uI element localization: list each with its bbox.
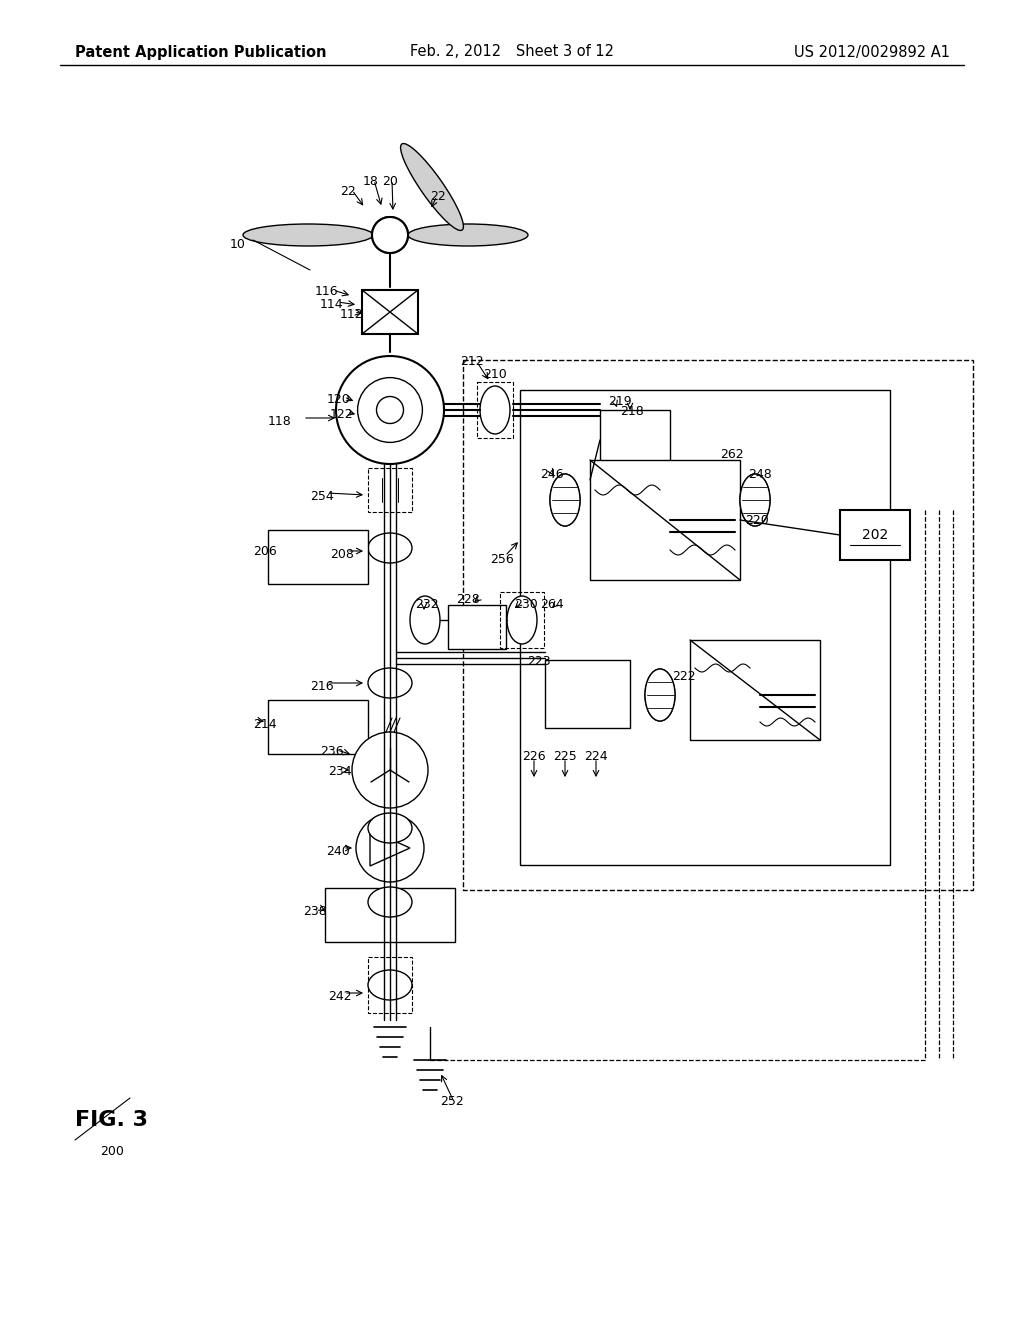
Bar [463, 360, 973, 890]
Text: 22: 22 [430, 190, 445, 203]
Text: 222: 222 [672, 671, 695, 682]
Ellipse shape [550, 474, 580, 525]
Ellipse shape [400, 144, 464, 231]
Text: 238: 238 [303, 906, 327, 917]
Circle shape [372, 216, 408, 253]
Bar [325, 888, 455, 942]
Bar [590, 459, 740, 579]
Text: 225: 225 [553, 750, 577, 763]
Ellipse shape [368, 668, 412, 698]
Circle shape [377, 396, 403, 424]
Text: 223: 223 [527, 655, 551, 668]
Text: 118: 118 [268, 414, 292, 428]
Text: 264: 264 [540, 598, 563, 611]
Ellipse shape [243, 224, 373, 246]
Text: 248: 248 [748, 469, 772, 480]
Ellipse shape [480, 385, 510, 434]
Text: 112: 112 [340, 308, 364, 321]
Bar [545, 660, 630, 729]
Polygon shape [370, 830, 410, 866]
Text: 240: 240 [326, 845, 350, 858]
Text: 219: 219 [608, 395, 632, 408]
Bar [362, 290, 418, 334]
Text: 202: 202 [862, 528, 888, 543]
Text: 252: 252 [440, 1096, 464, 1107]
Text: 210: 210 [483, 368, 507, 381]
Text: 218: 218 [620, 405, 644, 418]
Text: 214: 214 [253, 718, 276, 731]
Bar [477, 381, 513, 438]
Text: Patent Application Publication: Patent Application Publication [75, 45, 327, 59]
Text: 230: 230 [514, 598, 538, 611]
Text: 20: 20 [382, 176, 398, 187]
Circle shape [372, 216, 408, 253]
Text: 22: 22 [340, 185, 355, 198]
Text: 220: 220 [745, 513, 769, 527]
Text: 122: 122 [330, 408, 353, 421]
Ellipse shape [507, 597, 537, 644]
Ellipse shape [368, 887, 412, 917]
Ellipse shape [740, 474, 770, 525]
Text: 206: 206 [253, 545, 276, 558]
Text: 18: 18 [362, 176, 379, 187]
Text: 234: 234 [328, 766, 351, 777]
Bar [449, 605, 506, 649]
Circle shape [352, 733, 428, 808]
Bar [520, 389, 890, 865]
Ellipse shape [740, 474, 770, 525]
Text: 120: 120 [327, 393, 351, 407]
Text: 226: 226 [522, 750, 546, 763]
Text: Feb. 2, 2012  Sheet 3 of 12: Feb. 2, 2012 Sheet 3 of 12 [410, 45, 614, 59]
Text: 212: 212 [460, 355, 483, 368]
Bar [268, 700, 368, 754]
Text: 236: 236 [319, 744, 344, 758]
Text: 10: 10 [230, 238, 246, 251]
Text: 246: 246 [540, 469, 563, 480]
Bar [268, 531, 368, 583]
Ellipse shape [368, 813, 412, 843]
Ellipse shape [550, 474, 580, 525]
Bar [600, 411, 670, 470]
Text: 242: 242 [328, 990, 351, 1003]
Bar [840, 510, 910, 560]
Text: 208: 208 [330, 548, 354, 561]
Bar [690, 640, 820, 741]
Ellipse shape [368, 533, 412, 564]
Text: 200: 200 [100, 1144, 124, 1158]
Ellipse shape [368, 970, 412, 1001]
Ellipse shape [408, 224, 528, 246]
Text: 224: 224 [584, 750, 607, 763]
Circle shape [356, 814, 424, 882]
Text: FIG. 3: FIG. 3 [75, 1110, 148, 1130]
Ellipse shape [645, 669, 675, 721]
Bar [368, 957, 412, 1012]
Bar [368, 469, 412, 512]
Ellipse shape [410, 597, 440, 644]
Text: 228: 228 [456, 593, 480, 606]
Text: 256: 256 [490, 553, 514, 566]
Text: 114: 114 [319, 298, 344, 312]
Text: 262: 262 [720, 447, 743, 461]
Text: 254: 254 [310, 490, 334, 503]
Text: 216: 216 [310, 680, 334, 693]
Circle shape [357, 378, 422, 442]
Text: US 2012/0029892 A1: US 2012/0029892 A1 [794, 45, 950, 59]
Ellipse shape [645, 669, 675, 721]
Text: 116: 116 [315, 285, 339, 298]
Bar [500, 591, 544, 648]
Circle shape [336, 356, 444, 465]
Text: 232: 232 [415, 598, 438, 611]
